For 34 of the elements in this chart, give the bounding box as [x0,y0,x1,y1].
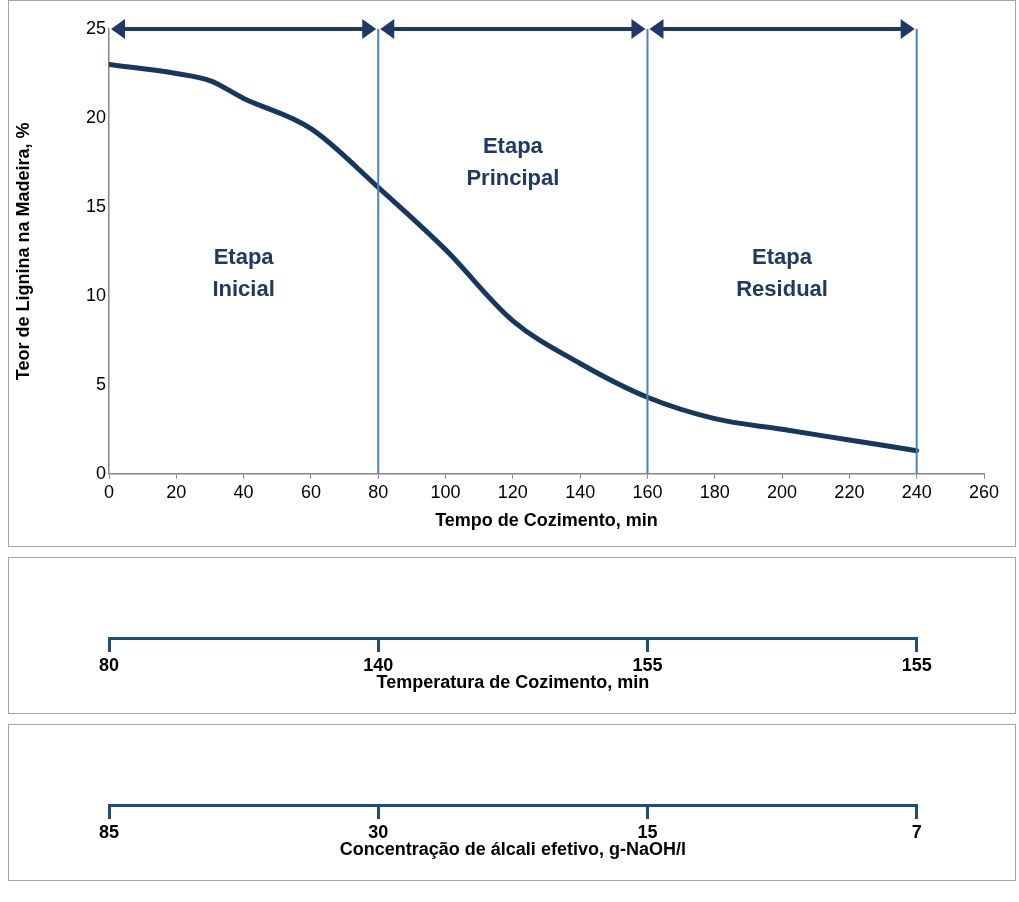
category-label: 80 [98,654,120,675]
x-tick-label: 240 [901,481,932,502]
x-tick-label: 80 [368,481,389,502]
x-tick-label: 200 [767,481,798,502]
y-tick-label: 20 [85,106,106,127]
x-tick-label: 100 [430,481,461,502]
category-label: 15 [637,821,658,842]
x-tick-label: 120 [497,481,528,502]
y-tick-label: 15 [85,195,106,216]
y-axis-title: Teor de Lignina na Madeira, % [12,122,33,381]
x-tick-label: 60 [300,481,321,502]
y-tick-label: 5 [95,373,106,394]
annotation: Etapa Principal [466,132,560,190]
x-tick-label: 180 [699,481,730,502]
x-tick-label: 40 [233,481,254,502]
category-label: 155 [901,654,932,675]
category-label: 30 [368,821,389,842]
x-tick-label: 260 [968,481,1000,502]
y-tick-label: 25 [85,17,106,38]
text: Concentração de álcali efetivo, g-NaOH/l [339,839,686,860]
y-tick-label: 0 [95,462,106,483]
x-tick-label: 140 [565,481,596,502]
text: Temperatura de Cozimento, min [376,672,650,693]
x-tick-label: 160 [632,481,663,502]
annotation: Etapa Residual [736,243,828,301]
category-label: 140 [363,654,394,675]
category-label: 7 [911,821,922,842]
annotation: Etapa Inicial [212,243,275,301]
category-label: 85 [98,821,120,842]
x-tick-label: 220 [834,481,865,502]
x-tick-label: 20 [166,481,187,502]
category-label: 155 [632,654,663,675]
x-axis-title: Tempo de Cozimento, min [435,510,658,531]
y-tick-label: 10 [85,284,106,305]
